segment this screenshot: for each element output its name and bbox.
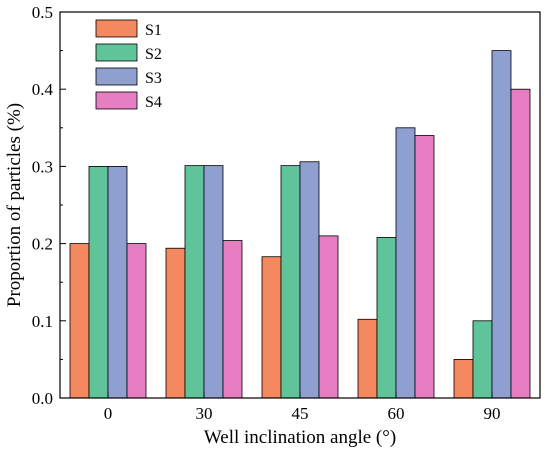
bar-s1-30	[165, 247, 186, 399]
bar-s2-30	[184, 165, 205, 399]
legend-label-s1: S1	[145, 22, 162, 39]
bar-s3-0	[107, 165, 128, 399]
bar-s2-60	[376, 237, 397, 399]
x-tick-label: 30	[196, 404, 213, 423]
legend: S1 S2 S3 S4	[95, 19, 162, 111]
bar-s1-60	[357, 318, 378, 399]
y-tick-label: 0.4	[32, 80, 54, 99]
axis-ticks	[60, 11, 493, 399]
bar-s2-45	[280, 165, 301, 399]
y-tick-label: 0.3	[32, 157, 53, 176]
bar-s4-30	[222, 240, 243, 399]
x-tick-label: 90	[484, 404, 501, 423]
bar-s3-90	[491, 50, 512, 399]
bar-s3-60	[395, 127, 416, 399]
bar-s4-0	[126, 243, 147, 399]
legend-label-s2: S2	[145, 46, 162, 63]
bar-s4-90	[510, 88, 531, 399]
bar-s4-45	[318, 235, 339, 399]
bar-s1-90	[453, 358, 474, 399]
legend-label-s3: S3	[145, 70, 162, 87]
legend-swatch-s3	[95, 67, 138, 86]
legend-swatch-s1	[95, 19, 138, 38]
x-tick-label: 45	[292, 404, 309, 423]
bar-s2-0	[88, 165, 109, 399]
bar-s4-60	[414, 135, 435, 399]
tick-labels: 0.0 0.1 0.2 0.3 0.4 0.5 0 30 45 60 90	[32, 3, 501, 423]
bar-s1-45	[261, 256, 282, 399]
legend-label-s4: S4	[145, 94, 162, 111]
bar-s3-30	[203, 165, 224, 399]
x-tick-label: 0	[104, 404, 113, 423]
y-tick-label: 0.5	[32, 3, 53, 22]
y-tick-label: 0.1	[32, 312, 53, 331]
x-tick-label: 60	[388, 404, 405, 423]
y-tick-label: 0.2	[32, 235, 53, 254]
bars-layer	[69, 50, 531, 399]
y-axis-label: Proportion of particles (%)	[4, 103, 25, 307]
bar-s2-90	[472, 320, 493, 399]
legend-swatch-s2	[95, 43, 138, 62]
bar-s3-45	[299, 161, 320, 399]
y-tick-label: 0.0	[32, 389, 53, 408]
legend-swatch-s4	[95, 91, 138, 110]
x-axis-label: Well inclination angle (°)	[204, 427, 396, 448]
bar-s1-0	[69, 243, 90, 399]
